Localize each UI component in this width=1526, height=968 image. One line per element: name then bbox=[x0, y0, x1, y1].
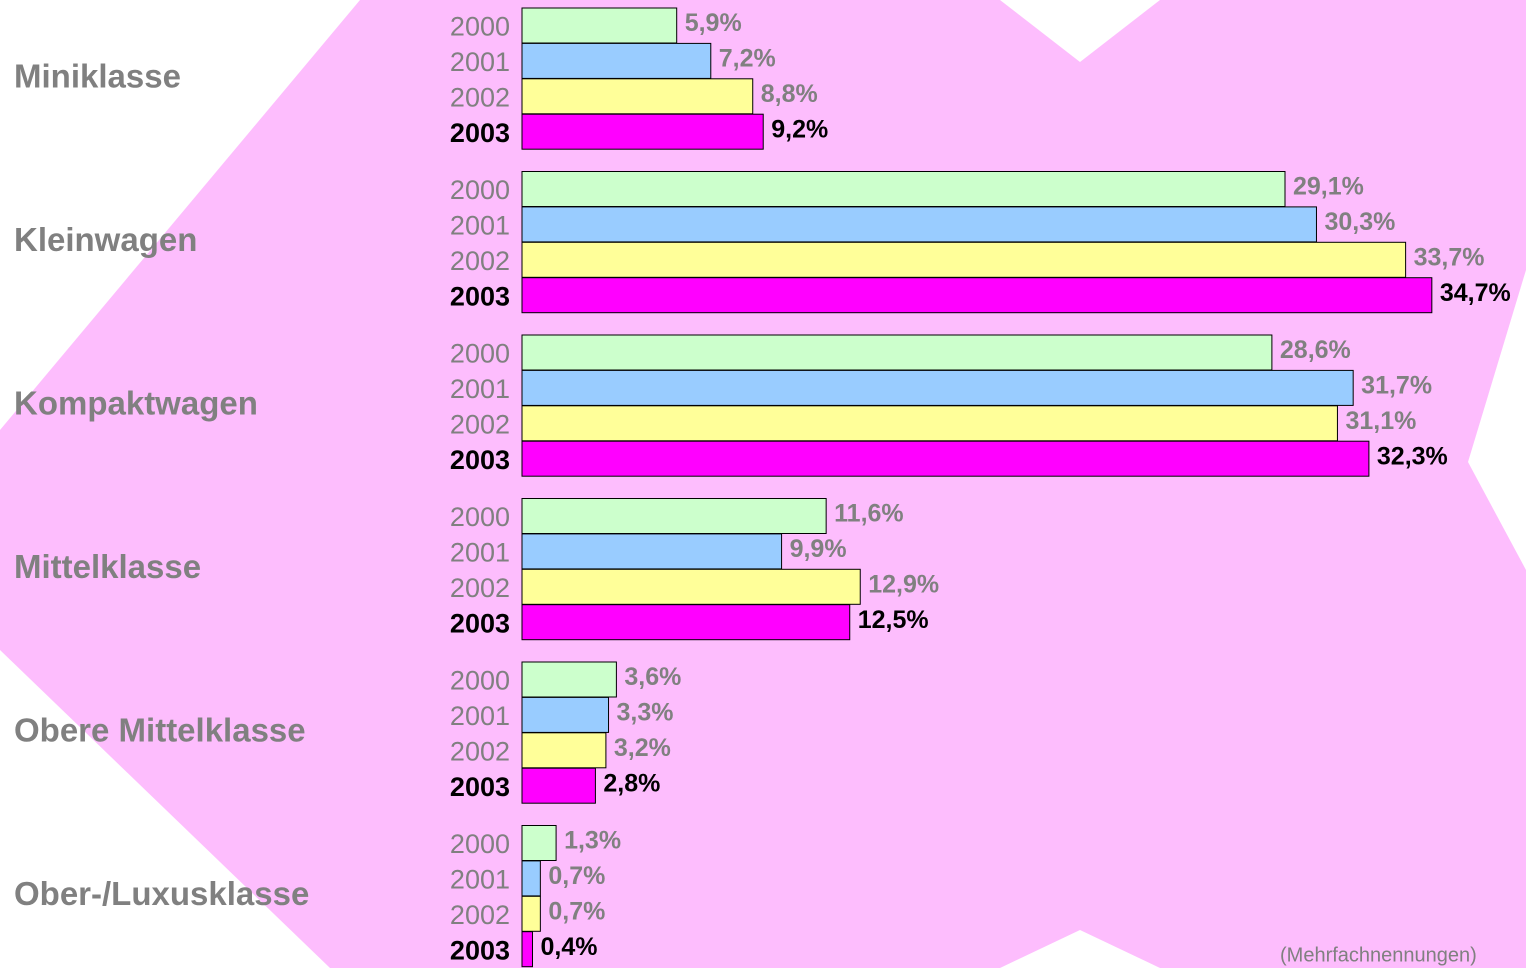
year-label: 2002 bbox=[450, 82, 510, 112]
year-label: 2001 bbox=[450, 374, 510, 404]
bar bbox=[521, 369, 1354, 406]
bar bbox=[521, 7, 678, 44]
annotation: (Mehrfachnennungen) bbox=[1280, 944, 1477, 966]
year-label: 2002 bbox=[450, 736, 510, 766]
value-label: 3,3% bbox=[617, 699, 674, 727]
bar bbox=[521, 206, 1317, 243]
year-label: 2003 bbox=[450, 935, 510, 965]
value-label: 12,9% bbox=[868, 570, 939, 598]
bar bbox=[521, 931, 533, 968]
value-label: 8,8% bbox=[761, 80, 818, 108]
bar bbox=[521, 78, 754, 115]
category-label: Miniklasse bbox=[14, 58, 181, 95]
value-label: 9,9% bbox=[790, 535, 847, 563]
year-label: 2001 bbox=[450, 701, 510, 731]
category-label: Obere Mittelklasse bbox=[14, 712, 306, 749]
bar bbox=[521, 568, 861, 605]
bar bbox=[521, 860, 541, 897]
bar bbox=[521, 533, 783, 570]
category-label: Kleinwagen bbox=[14, 221, 197, 258]
value-label: 2,8% bbox=[603, 769, 660, 797]
year-label: 2000 bbox=[450, 175, 510, 205]
bar bbox=[521, 440, 1370, 477]
value-label: 0,7% bbox=[548, 862, 605, 890]
value-label: 3,6% bbox=[624, 663, 681, 691]
bar bbox=[521, 767, 596, 804]
bar bbox=[521, 732, 607, 769]
bar bbox=[521, 405, 1338, 442]
year-label: 2003 bbox=[450, 772, 510, 802]
year-label: 2003 bbox=[450, 608, 510, 638]
value-label: 0,4% bbox=[540, 933, 597, 961]
value-label: 3,2% bbox=[614, 734, 671, 762]
value-label: 28,6% bbox=[1280, 336, 1351, 364]
category-label: Mittelklasse bbox=[14, 548, 201, 585]
year-label: 2002 bbox=[450, 409, 510, 439]
bar bbox=[521, 113, 764, 150]
value-label: 12,5% bbox=[858, 606, 929, 634]
bar bbox=[521, 171, 1286, 207]
bar bbox=[521, 334, 1273, 371]
bar bbox=[521, 895, 541, 932]
year-label: 2000 bbox=[450, 12, 510, 42]
year-label: 2003 bbox=[450, 118, 510, 148]
value-label: 34,7% bbox=[1440, 279, 1511, 307]
year-label: 2000 bbox=[450, 829, 510, 859]
year-label: 2003 bbox=[450, 281, 510, 311]
year-label: 2002 bbox=[450, 900, 510, 930]
year-label: 2000 bbox=[450, 339, 510, 369]
category-label: Ober-/Luxusklasse bbox=[14, 875, 309, 912]
value-label: 31,7% bbox=[1361, 372, 1432, 400]
value-label: 1,3% bbox=[564, 827, 621, 855]
bar bbox=[521, 42, 712, 79]
category-label: Kompaktwagen bbox=[14, 385, 258, 422]
value-label: 9,2% bbox=[771, 115, 828, 143]
value-label: 31,1% bbox=[1345, 407, 1416, 435]
year-label: 2000 bbox=[450, 666, 510, 696]
value-label: 0,7% bbox=[548, 897, 605, 925]
year-label: 2001 bbox=[450, 538, 510, 568]
value-label: 7,2% bbox=[719, 45, 776, 73]
year-label: 2002 bbox=[450, 573, 510, 603]
value-label: 11,6% bbox=[834, 500, 904, 528]
year-label: 2001 bbox=[450, 865, 510, 895]
year-label: 2000 bbox=[450, 502, 510, 532]
bar bbox=[521, 241, 1407, 278]
bar bbox=[521, 661, 617, 698]
year-label: 2002 bbox=[450, 246, 510, 276]
value-label: 32,3% bbox=[1377, 442, 1448, 470]
bar bbox=[521, 696, 610, 733]
value-label: 29,1% bbox=[1293, 173, 1364, 201]
bar bbox=[521, 604, 851, 641]
value-label: 33,7% bbox=[1414, 243, 1485, 271]
year-label: 2001 bbox=[450, 47, 510, 77]
year-label: 2003 bbox=[450, 445, 510, 475]
bar bbox=[521, 277, 1433, 314]
value-label: 30,3% bbox=[1324, 208, 1395, 236]
bar bbox=[521, 498, 827, 534]
value-label: 5,9% bbox=[685, 9, 742, 37]
year-label: 2001 bbox=[450, 211, 510, 241]
bar bbox=[521, 825, 557, 861]
